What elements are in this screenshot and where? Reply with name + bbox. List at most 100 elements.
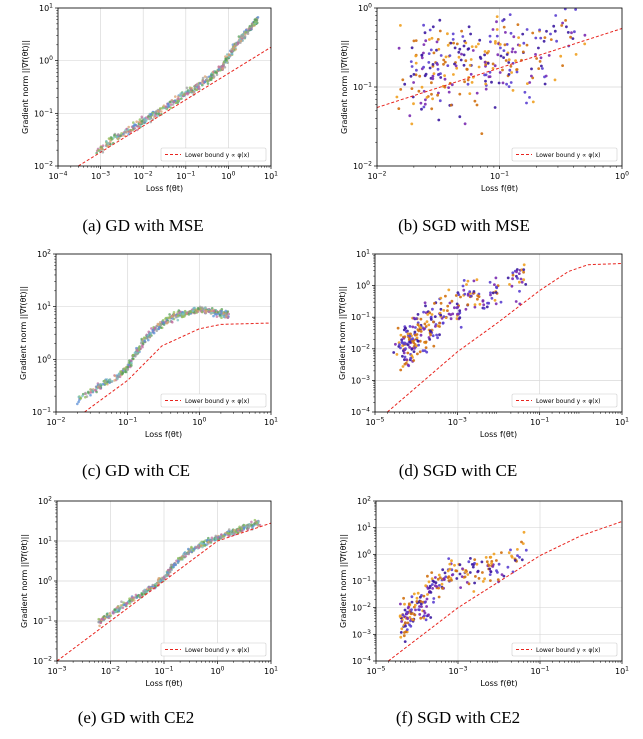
data-point (404, 361, 408, 365)
data-point (428, 338, 432, 341)
data-point (415, 600, 419, 603)
data-point (458, 316, 462, 320)
data-point (414, 39, 418, 42)
data-point (535, 57, 538, 60)
data-point (495, 34, 499, 38)
y-tick-label: 10−2 (33, 656, 52, 667)
data-point (465, 68, 469, 71)
data-point (433, 315, 437, 318)
data-point (436, 577, 440, 581)
data-point (165, 573, 168, 577)
y-tick-label: 10−1 (352, 576, 371, 587)
data-point (162, 322, 166, 325)
data-point (524, 548, 528, 552)
data-point (415, 336, 419, 340)
data-point (230, 50, 233, 53)
data-point (222, 312, 225, 315)
data-point (460, 52, 463, 56)
data-point (449, 41, 453, 45)
data-point (107, 137, 111, 140)
data-point (222, 60, 226, 64)
data-point (488, 75, 492, 78)
data-point (427, 613, 430, 617)
y-tick-label: 100 (357, 549, 371, 560)
data-point (130, 364, 133, 367)
data-point (504, 31, 507, 34)
data-point (84, 395, 87, 399)
data-point (424, 39, 428, 43)
data-point (478, 302, 482, 306)
data-point (423, 301, 427, 305)
data-point (424, 340, 428, 344)
data-point (473, 558, 477, 561)
data-point (169, 563, 173, 567)
data-point (481, 299, 485, 302)
data-point (473, 561, 476, 565)
data-point (155, 112, 158, 115)
data-point (514, 300, 518, 303)
data-point (451, 38, 455, 41)
data-point (237, 35, 241, 38)
data-point (408, 616, 412, 619)
data-point (497, 562, 501, 566)
data-point (498, 43, 502, 46)
data-point (465, 283, 468, 286)
data-point (459, 295, 462, 299)
data-point (187, 547, 190, 551)
data-point (498, 71, 502, 74)
data-point (424, 346, 428, 349)
data-point (458, 309, 462, 313)
data-point (392, 351, 396, 354)
data-point (410, 65, 414, 68)
data-point (414, 61, 418, 65)
data-point (220, 312, 223, 315)
data-point (530, 67, 533, 71)
data-point (488, 280, 492, 284)
data-point (225, 315, 228, 318)
data-point (442, 577, 446, 580)
data-point (494, 276, 498, 280)
data-point (410, 347, 414, 351)
data-point (108, 612, 112, 615)
data-point (452, 41, 455, 45)
data-point (201, 79, 205, 82)
data-point (539, 36, 543, 40)
data-point (436, 38, 440, 41)
subfigure-caption: (f) SGD with CE2 (396, 708, 520, 727)
data-point (499, 46, 502, 50)
data-point (453, 306, 456, 310)
data-point (438, 18, 442, 22)
data-point (518, 44, 522, 47)
data-point (126, 128, 130, 131)
data-point (112, 136, 116, 139)
data-point (466, 293, 470, 297)
data-point (507, 61, 511, 64)
data-point (104, 380, 107, 384)
y-tick-label: 10−2 (351, 343, 370, 354)
data-point (549, 32, 552, 36)
data-point (217, 68, 220, 71)
data-point (468, 290, 472, 293)
data-point (489, 3, 492, 6)
data-point (416, 328, 420, 331)
data-point (401, 365, 405, 368)
data-point (444, 55, 448, 59)
data-point (458, 115, 462, 119)
data-point (210, 536, 214, 540)
data-point (185, 86, 189, 90)
data-point (460, 29, 463, 33)
data-point (147, 330, 150, 334)
data-point (438, 99, 442, 103)
data-point (146, 334, 150, 337)
data-point (522, 530, 526, 534)
data-point (554, 14, 558, 17)
data-point (428, 66, 432, 70)
data-point (528, 96, 531, 99)
data-point (397, 46, 401, 50)
data-point (399, 602, 402, 606)
data-point (419, 600, 423, 603)
y-tick-label: 100 (39, 55, 53, 66)
data-point (520, 558, 524, 562)
data-point (430, 571, 434, 574)
data-point (168, 313, 171, 316)
